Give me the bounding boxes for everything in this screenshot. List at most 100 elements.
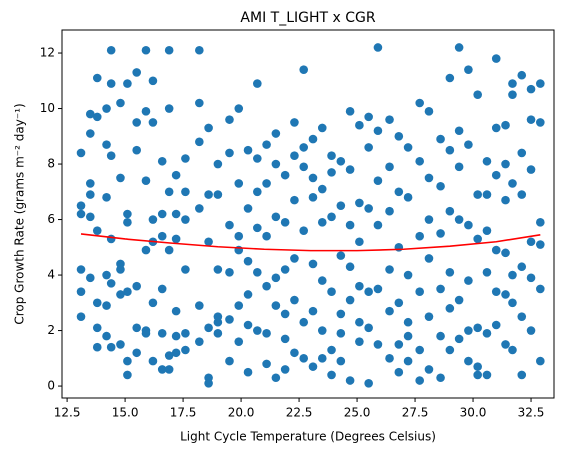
point — [299, 226, 309, 235]
point — [464, 65, 473, 74]
point — [85, 129, 95, 138]
point — [415, 345, 424, 355]
point — [536, 240, 545, 249]
point — [526, 84, 536, 94]
point — [262, 140, 271, 149]
point — [243, 320, 253, 330]
point — [385, 115, 394, 124]
point — [403, 331, 413, 341]
point — [234, 179, 244, 188]
y-tick-label: 10 — [40, 101, 55, 115]
point — [243, 145, 253, 155]
point — [76, 265, 86, 274]
point — [164, 351, 174, 360]
point — [336, 201, 346, 210]
point — [536, 118, 545, 127]
point — [195, 337, 204, 346]
point — [280, 334, 290, 344]
point — [308, 306, 318, 316]
x-axis-label: Light Cycle Temperature (Degrees Celsius… — [180, 430, 436, 444]
point — [345, 295, 355, 305]
x-tick-label: 30.0 — [460, 406, 487, 420]
point — [473, 234, 482, 244]
point — [436, 373, 445, 383]
point — [355, 317, 364, 327]
point — [373, 220, 383, 230]
point — [464, 276, 473, 285]
point — [355, 120, 364, 130]
point — [464, 220, 473, 230]
point — [355, 337, 364, 346]
point — [106, 279, 116, 288]
point — [102, 301, 111, 310]
point — [157, 156, 167, 166]
point — [517, 190, 527, 199]
x-tick-label: 27.5 — [402, 406, 429, 420]
point — [181, 345, 190, 355]
point — [508, 90, 517, 99]
point — [148, 298, 158, 308]
point — [464, 326, 473, 335]
point — [491, 54, 501, 63]
point — [92, 226, 102, 235]
point — [76, 148, 86, 158]
point — [181, 215, 190, 224]
point — [102, 140, 111, 149]
point — [195, 45, 204, 55]
point — [355, 237, 364, 247]
point — [132, 348, 141, 358]
point — [106, 234, 116, 244]
point — [116, 340, 125, 349]
point — [85, 190, 95, 199]
x-tick-label: 15.0 — [112, 406, 139, 420]
point — [336, 156, 346, 166]
point — [482, 370, 492, 380]
point — [195, 301, 204, 310]
point — [290, 118, 299, 127]
point — [271, 301, 281, 310]
point — [76, 287, 86, 297]
point — [436, 229, 445, 238]
point — [403, 356, 413, 366]
point — [526, 237, 536, 247]
point — [106, 79, 116, 88]
point — [290, 295, 299, 305]
point — [491, 320, 501, 330]
point — [102, 193, 111, 202]
point — [308, 193, 318, 202]
point — [299, 143, 309, 152]
point — [473, 90, 482, 99]
point — [271, 273, 281, 283]
point — [336, 329, 346, 338]
point — [336, 251, 346, 260]
point — [364, 378, 373, 388]
point — [85, 273, 95, 283]
point — [501, 195, 510, 205]
y-tick-label: 8 — [47, 157, 55, 171]
point — [482, 226, 492, 235]
point — [106, 45, 116, 55]
point — [415, 156, 424, 166]
point — [290, 254, 299, 263]
point — [262, 359, 271, 369]
point — [482, 190, 492, 199]
point — [171, 234, 181, 244]
point — [106, 342, 116, 352]
point — [262, 281, 271, 291]
point — [355, 198, 364, 208]
point — [536, 284, 545, 294]
point — [225, 115, 234, 124]
point — [148, 118, 158, 127]
point — [491, 287, 501, 297]
point — [262, 329, 271, 338]
point — [317, 354, 327, 363]
point — [213, 265, 223, 274]
point — [76, 312, 86, 321]
y-tick-label: 4 — [47, 268, 55, 282]
point — [280, 365, 290, 374]
point — [123, 79, 132, 88]
point — [164, 245, 174, 255]
point — [454, 162, 464, 172]
point — [385, 162, 394, 172]
